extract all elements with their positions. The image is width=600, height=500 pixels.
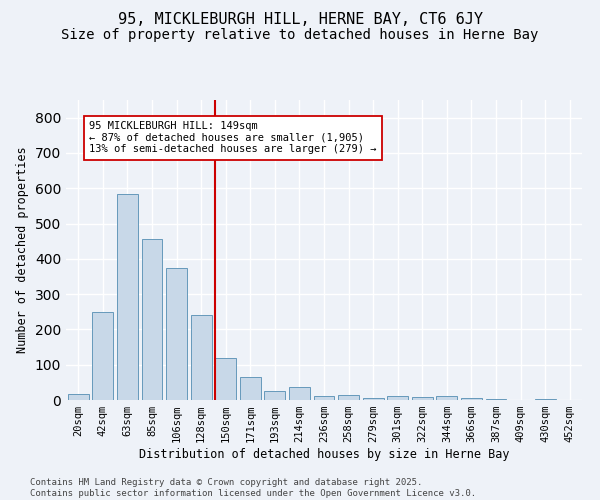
Bar <box>265 391 286 400</box>
Bar <box>240 377 261 400</box>
Bar <box>387 396 408 400</box>
Bar <box>436 396 457 400</box>
Bar <box>412 397 433 400</box>
Bar <box>191 316 212 400</box>
Bar <box>92 312 113 400</box>
Bar <box>289 386 310 400</box>
Bar <box>485 399 506 400</box>
Text: 95, MICKLEBURGH HILL, HERNE BAY, CT6 6JY: 95, MICKLEBURGH HILL, HERNE BAY, CT6 6JY <box>118 12 482 28</box>
Bar <box>314 396 334 400</box>
Text: Contains HM Land Registry data © Crown copyright and database right 2025.
Contai: Contains HM Land Registry data © Crown c… <box>30 478 476 498</box>
Bar <box>362 398 383 400</box>
Bar <box>166 268 187 400</box>
Bar <box>338 394 359 400</box>
Bar <box>68 394 89 400</box>
Y-axis label: Number of detached properties: Number of detached properties <box>16 146 29 354</box>
Bar <box>215 358 236 400</box>
Text: Size of property relative to detached houses in Herne Bay: Size of property relative to detached ho… <box>61 28 539 42</box>
Bar <box>461 398 482 400</box>
Text: 95 MICKLEBURGH HILL: 149sqm
← 87% of detached houses are smaller (1,905)
13% of : 95 MICKLEBURGH HILL: 149sqm ← 87% of det… <box>89 121 377 154</box>
Bar <box>142 240 163 400</box>
Bar <box>117 194 138 400</box>
X-axis label: Distribution of detached houses by size in Herne Bay: Distribution of detached houses by size … <box>139 448 509 461</box>
